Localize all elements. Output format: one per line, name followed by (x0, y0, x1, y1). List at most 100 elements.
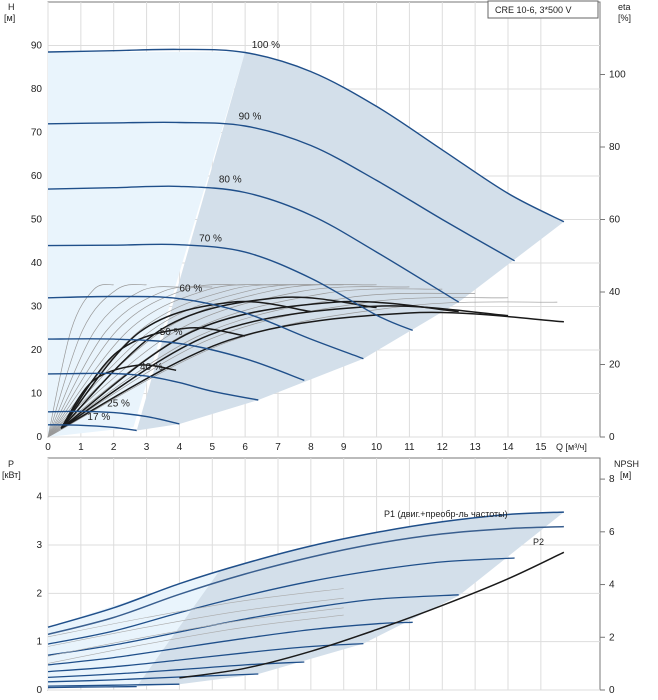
eta-curve (47, 297, 509, 438)
eta-curve-bold (60, 296, 377, 429)
speed-curve-label: 40 % (140, 362, 163, 373)
upper-xtick-label: 9 (341, 442, 347, 453)
q-axis-label: Q [м³/ч] (556, 442, 587, 452)
speed-curve-label: 100 % (252, 40, 280, 51)
lower-rtick-label: 6 (609, 527, 615, 538)
lower-ytick-label: 2 (36, 588, 42, 599)
upper-rtick-label: 40 (609, 287, 621, 298)
eta-curve-bold (60, 327, 246, 429)
lower-rtick-label: 0 (609, 685, 615, 696)
power-series-line (47, 685, 137, 689)
eta-curve-bold (60, 300, 311, 429)
eta-curve-bold (60, 311, 564, 429)
upper-ytick-label: 40 (31, 258, 43, 269)
legend-box-text: CRE 10-6, 3*500 V (495, 5, 572, 15)
eta-curve-bold (60, 305, 509, 429)
upper-rtick-label: 20 (609, 360, 621, 371)
npsh-curve (179, 551, 565, 679)
speed-curve-label: 60 % (179, 283, 202, 294)
upper-xtick-label: 0 (45, 442, 51, 453)
power-series-line (47, 511, 564, 628)
upper-ytick-label: 10 (31, 389, 43, 400)
speed-curve-label: 70 % (199, 233, 222, 244)
power-series-line (47, 642, 364, 673)
power-series-line (47, 621, 413, 666)
power-series-line (47, 683, 180, 687)
lower-panel: 0 1 2 3 4 0 2 4 6 8 P1 (двиг.+преобр-ль частоты) P2 (36, 457, 615, 696)
speed-curve-label: 80 % (219, 175, 242, 186)
upper-ytick-label: 70 (31, 128, 43, 139)
eta-curve (47, 301, 558, 438)
speed-curve (47, 48, 565, 223)
eta-curve-bold (60, 300, 459, 429)
power-series-line (47, 673, 259, 683)
lower-ytick-label: 3 (36, 540, 42, 551)
lower-ytick-label: 4 (36, 492, 42, 503)
power-series-line (47, 594, 459, 656)
eta-axis-unit: [%] (618, 13, 631, 23)
upper-xtick-label: 7 (275, 442, 281, 453)
upper-xtick-label: 11 (404, 442, 415, 453)
eta-axis-label: eta (618, 2, 631, 12)
npsh-axis-label: NPSH (614, 459, 639, 469)
upper-xtick-label: 15 (535, 442, 547, 453)
lower-rtick-label: 2 (609, 632, 615, 643)
axis-captions: H [м] eta [%] Q [м³/ч] P [кВт] NPSH [м] … (2, 0, 639, 480)
upper-xtick-label: 14 (502, 442, 514, 453)
power-series-line (47, 557, 515, 645)
upper-rtick-label: 100 (609, 70, 626, 81)
speed-curve (47, 121, 515, 262)
speed-curve (47, 338, 305, 382)
lower-ytick-label: 1 (36, 637, 42, 648)
eta-curve (47, 284, 377, 438)
eta-curve (47, 286, 180, 438)
eta-curve (47, 286, 213, 438)
upper-ytick-label: 30 (31, 302, 43, 313)
lower-rtick-label: 4 (609, 580, 615, 591)
lower-light-region (48, 563, 246, 688)
upper-ytick-label: 50 (31, 215, 43, 226)
h-axis-unit: [м] (4, 13, 15, 23)
upper-xtick-label: 6 (242, 442, 248, 453)
speed-curve (47, 372, 259, 401)
p1-series-label: P1 (двиг.+преобр-ль частоты) (384, 509, 508, 519)
lower-operating-envelope (136, 512, 564, 687)
legend-box-frame (487, 0, 599, 19)
speed-curve (47, 243, 413, 332)
power-thin-line (47, 588, 344, 638)
p-axis-label: P (8, 459, 14, 469)
upper-ytick-label: 60 (31, 171, 43, 182)
eta-curve (47, 292, 476, 438)
upper-ytick-label: 80 (31, 84, 43, 95)
eta-curve (47, 284, 147, 438)
power-series-line (47, 525, 564, 636)
power-thin-line (47, 614, 344, 664)
lower-rtick-label: 8 (609, 474, 615, 485)
upper-xtick-label: 8 (308, 442, 314, 453)
upper-xtick-label: 1 (78, 442, 84, 453)
upper-xtick-label: 13 (470, 442, 482, 453)
speed-curve (47, 185, 460, 303)
speed-curve (47, 410, 180, 425)
power-thin-line (47, 607, 344, 657)
upper-xtick-label: 5 (210, 442, 216, 453)
upper-rtick-label: 80 (609, 142, 621, 153)
upper-ytick-label: 90 (31, 41, 43, 52)
upper-rtick-label: 60 (609, 215, 621, 226)
speed-curve (47, 424, 137, 432)
speed-curve-label: 17 % (87, 412, 110, 423)
upper-xtick-label: 3 (144, 442, 150, 453)
eta-curve (47, 284, 114, 438)
speed-curve-label: 90 % (239, 112, 262, 123)
upper-xtick-label: 12 (437, 442, 449, 453)
p2-series-label: P2 (533, 537, 544, 547)
speed-curve-label: 50 % (160, 327, 183, 338)
h-axis-label: H (8, 2, 15, 12)
speed-curve (47, 295, 364, 360)
lower-ytick-label: 0 (36, 685, 42, 696)
upper-xtick-label: 10 (371, 442, 383, 453)
p-axis-unit: [кВт] (2, 470, 21, 480)
upper-xtick-label: 2 (111, 442, 117, 453)
